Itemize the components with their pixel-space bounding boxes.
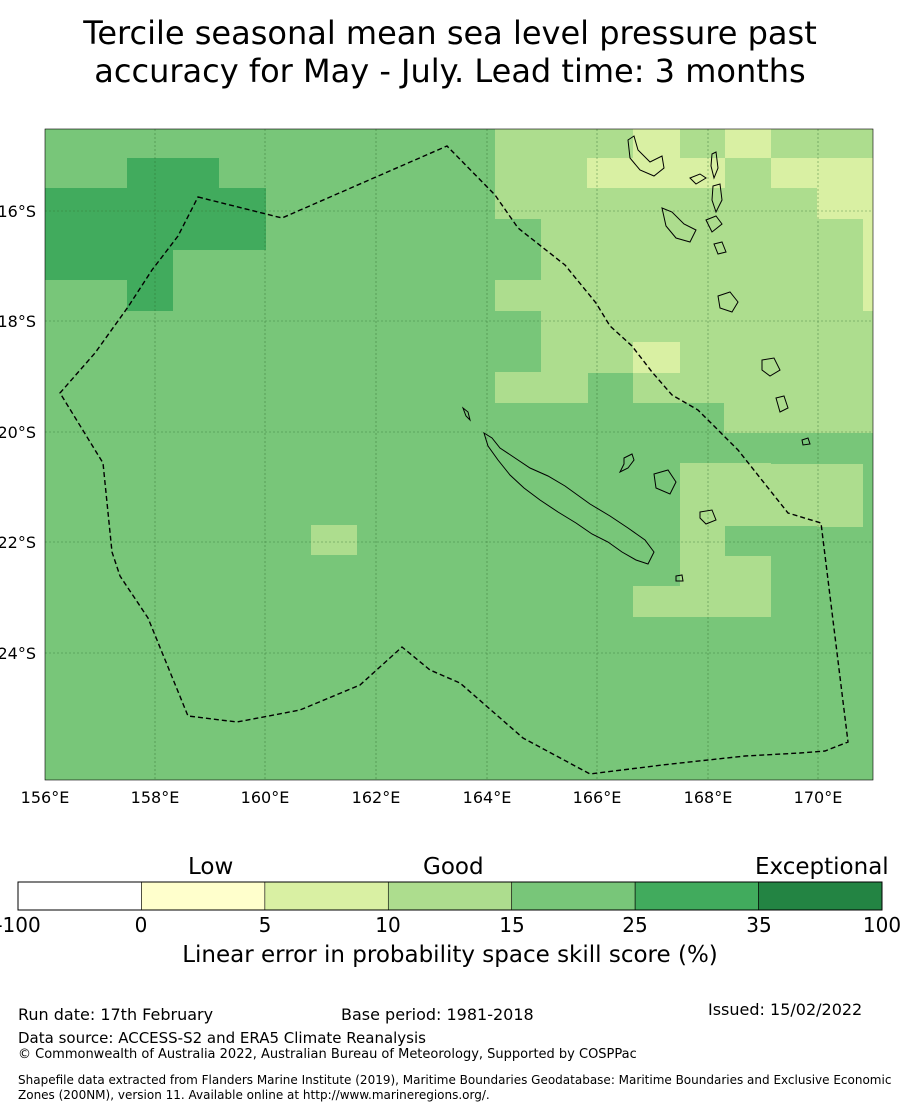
colorbar-swatch — [17, 881, 142, 911]
category-low: Low — [188, 854, 234, 880]
lon-label-168e: 168°E — [684, 788, 733, 807]
tick-label: 15 — [499, 913, 524, 937]
skill-map: 16°S 18°S 20°S 22°S 24°S 156°E 158°E 160… — [0, 120, 900, 820]
colorbar-ticks: -100 0 5 10 15 25 35 100 — [0, 913, 900, 937]
lat-label-24s: 24°S — [0, 644, 36, 663]
colorbar-swatches — [17, 881, 883, 911]
cells-low — [587, 129, 873, 373]
vanuatu-island — [705, 215, 723, 233]
cell — [541, 310, 873, 373]
eez-boundary — [59, 145, 849, 775]
map-svg: 16°S 18°S 20°S 22°S 24°S 156°E 158°E 160… — [0, 128, 874, 807]
island — [461, 406, 471, 422]
cell — [587, 158, 680, 188]
cell — [680, 556, 771, 587]
loyalty-island-lifou — [653, 469, 677, 495]
vanuatu-espiritu-santo — [627, 135, 665, 177]
colorbar-swatch — [387, 881, 513, 911]
tick-label: 0 — [135, 913, 148, 937]
colorbar-swatch — [264, 881, 389, 911]
lon-label-156e: 156°E — [21, 788, 70, 807]
map-frame — [44, 128, 874, 781]
copyright: © Commonwealth of Australia 2022, Austra… — [18, 1047, 637, 1062]
title-line-2: accuracy for May - July. Lead time: 3 mo… — [94, 52, 806, 90]
colorbar-frame — [17, 881, 883, 911]
issued-date: Issued: 15/02/2022 — [708, 1000, 863, 1019]
longitude-labels: 156°E 158°E 160°E 162°E 164°E 166°E 168°… — [21, 788, 843, 807]
cell — [127, 249, 173, 311]
cell — [725, 129, 771, 158]
cells-high-skill — [45, 158, 266, 311]
cell — [771, 158, 873, 188]
run-date: Run date: 17th February — [18, 1005, 214, 1024]
lat-label-16s: 16°S — [0, 202, 36, 221]
base-period: Base period: 1981-2018 — [341, 1005, 534, 1024]
category-good: Good — [423, 854, 484, 880]
cell — [863, 218, 873, 311]
cell — [633, 372, 873, 403]
lon-label-166e: 166°E — [573, 788, 622, 807]
cell — [311, 525, 357, 555]
lon-label-158e: 158°E — [131, 788, 180, 807]
lon-label-164e: 164°E — [463, 788, 512, 807]
tick-label: 5 — [259, 913, 272, 937]
coastlines — [461, 135, 811, 582]
vanuatu-island — [689, 173, 707, 185]
lon-label-162e: 162°E — [352, 788, 401, 807]
colorbar-swatch — [758, 881, 883, 911]
category-exceptional: Exceptional — [755, 854, 889, 880]
vanuatu-efate — [717, 291, 739, 313]
vanuatu-erromango — [761, 357, 781, 377]
chart-title: Tercile seasonal mean sea level pressure… — [0, 14, 900, 90]
cell — [45, 188, 266, 250]
colorbar-label: Linear error in probability space skill … — [182, 942, 718, 968]
title-line-1: Tercile seasonal mean sea level pressure… — [83, 14, 817, 52]
cell — [633, 586, 771, 617]
cell — [724, 402, 873, 433]
colorbar: Low Good Exceptional -100 0 5 10 15 25 3… — [0, 850, 900, 980]
cell — [863, 463, 873, 780]
new-caledonia-coast — [483, 431, 655, 565]
cell — [45, 249, 128, 280]
vanuatu-island — [713, 241, 727, 255]
colorbar-swatch — [634, 881, 759, 911]
island — [801, 437, 811, 446]
cell — [680, 463, 863, 527]
shapefile-attribution: Shapefile data extracted from Flanders M… — [18, 1073, 892, 1102]
lat-label-22s: 22°S — [0, 533, 36, 552]
latitude-labels: 16°S 18°S 20°S 22°S 24°S — [0, 202, 36, 663]
island — [675, 574, 684, 582]
lat-label-18s: 18°S — [0, 312, 36, 331]
loyalty-island-mare — [699, 509, 717, 525]
cell — [633, 129, 680, 158]
colorbar-swatch — [141, 881, 266, 911]
loyalty-island-ouvea — [618, 453, 635, 474]
lon-label-160e: 160°E — [241, 788, 290, 807]
gridlines — [45, 129, 873, 780]
vanuatu-island — [711, 183, 723, 214]
tick-label: -100 — [0, 913, 41, 937]
cell — [771, 433, 863, 464]
data-source: Data source: ACCESS-S2 and ERA5 Climate … — [18, 1029, 426, 1047]
cell — [680, 158, 725, 188]
cell — [725, 526, 817, 556]
vanuatu-island — [710, 151, 719, 180]
tick-label: 35 — [746, 913, 771, 937]
cell — [817, 188, 873, 219]
tick-label: 10 — [375, 913, 400, 937]
vanuatu-tanna — [775, 395, 789, 413]
colorbar-swatch — [511, 881, 636, 911]
lon-label-170e: 170°E — [794, 788, 843, 807]
cell — [127, 158, 219, 189]
lat-label-20s: 20°S — [0, 423, 36, 442]
cell — [495, 280, 873, 311]
tick-label: 100 — [863, 913, 900, 937]
cell — [495, 372, 588, 403]
vanuatu-malakula — [661, 207, 697, 243]
cells-medium-patch — [725, 433, 873, 780]
colorbar-svg: -100 0 5 10 15 25 35 100 — [0, 881, 900, 937]
tick-label: 25 — [622, 913, 647, 937]
